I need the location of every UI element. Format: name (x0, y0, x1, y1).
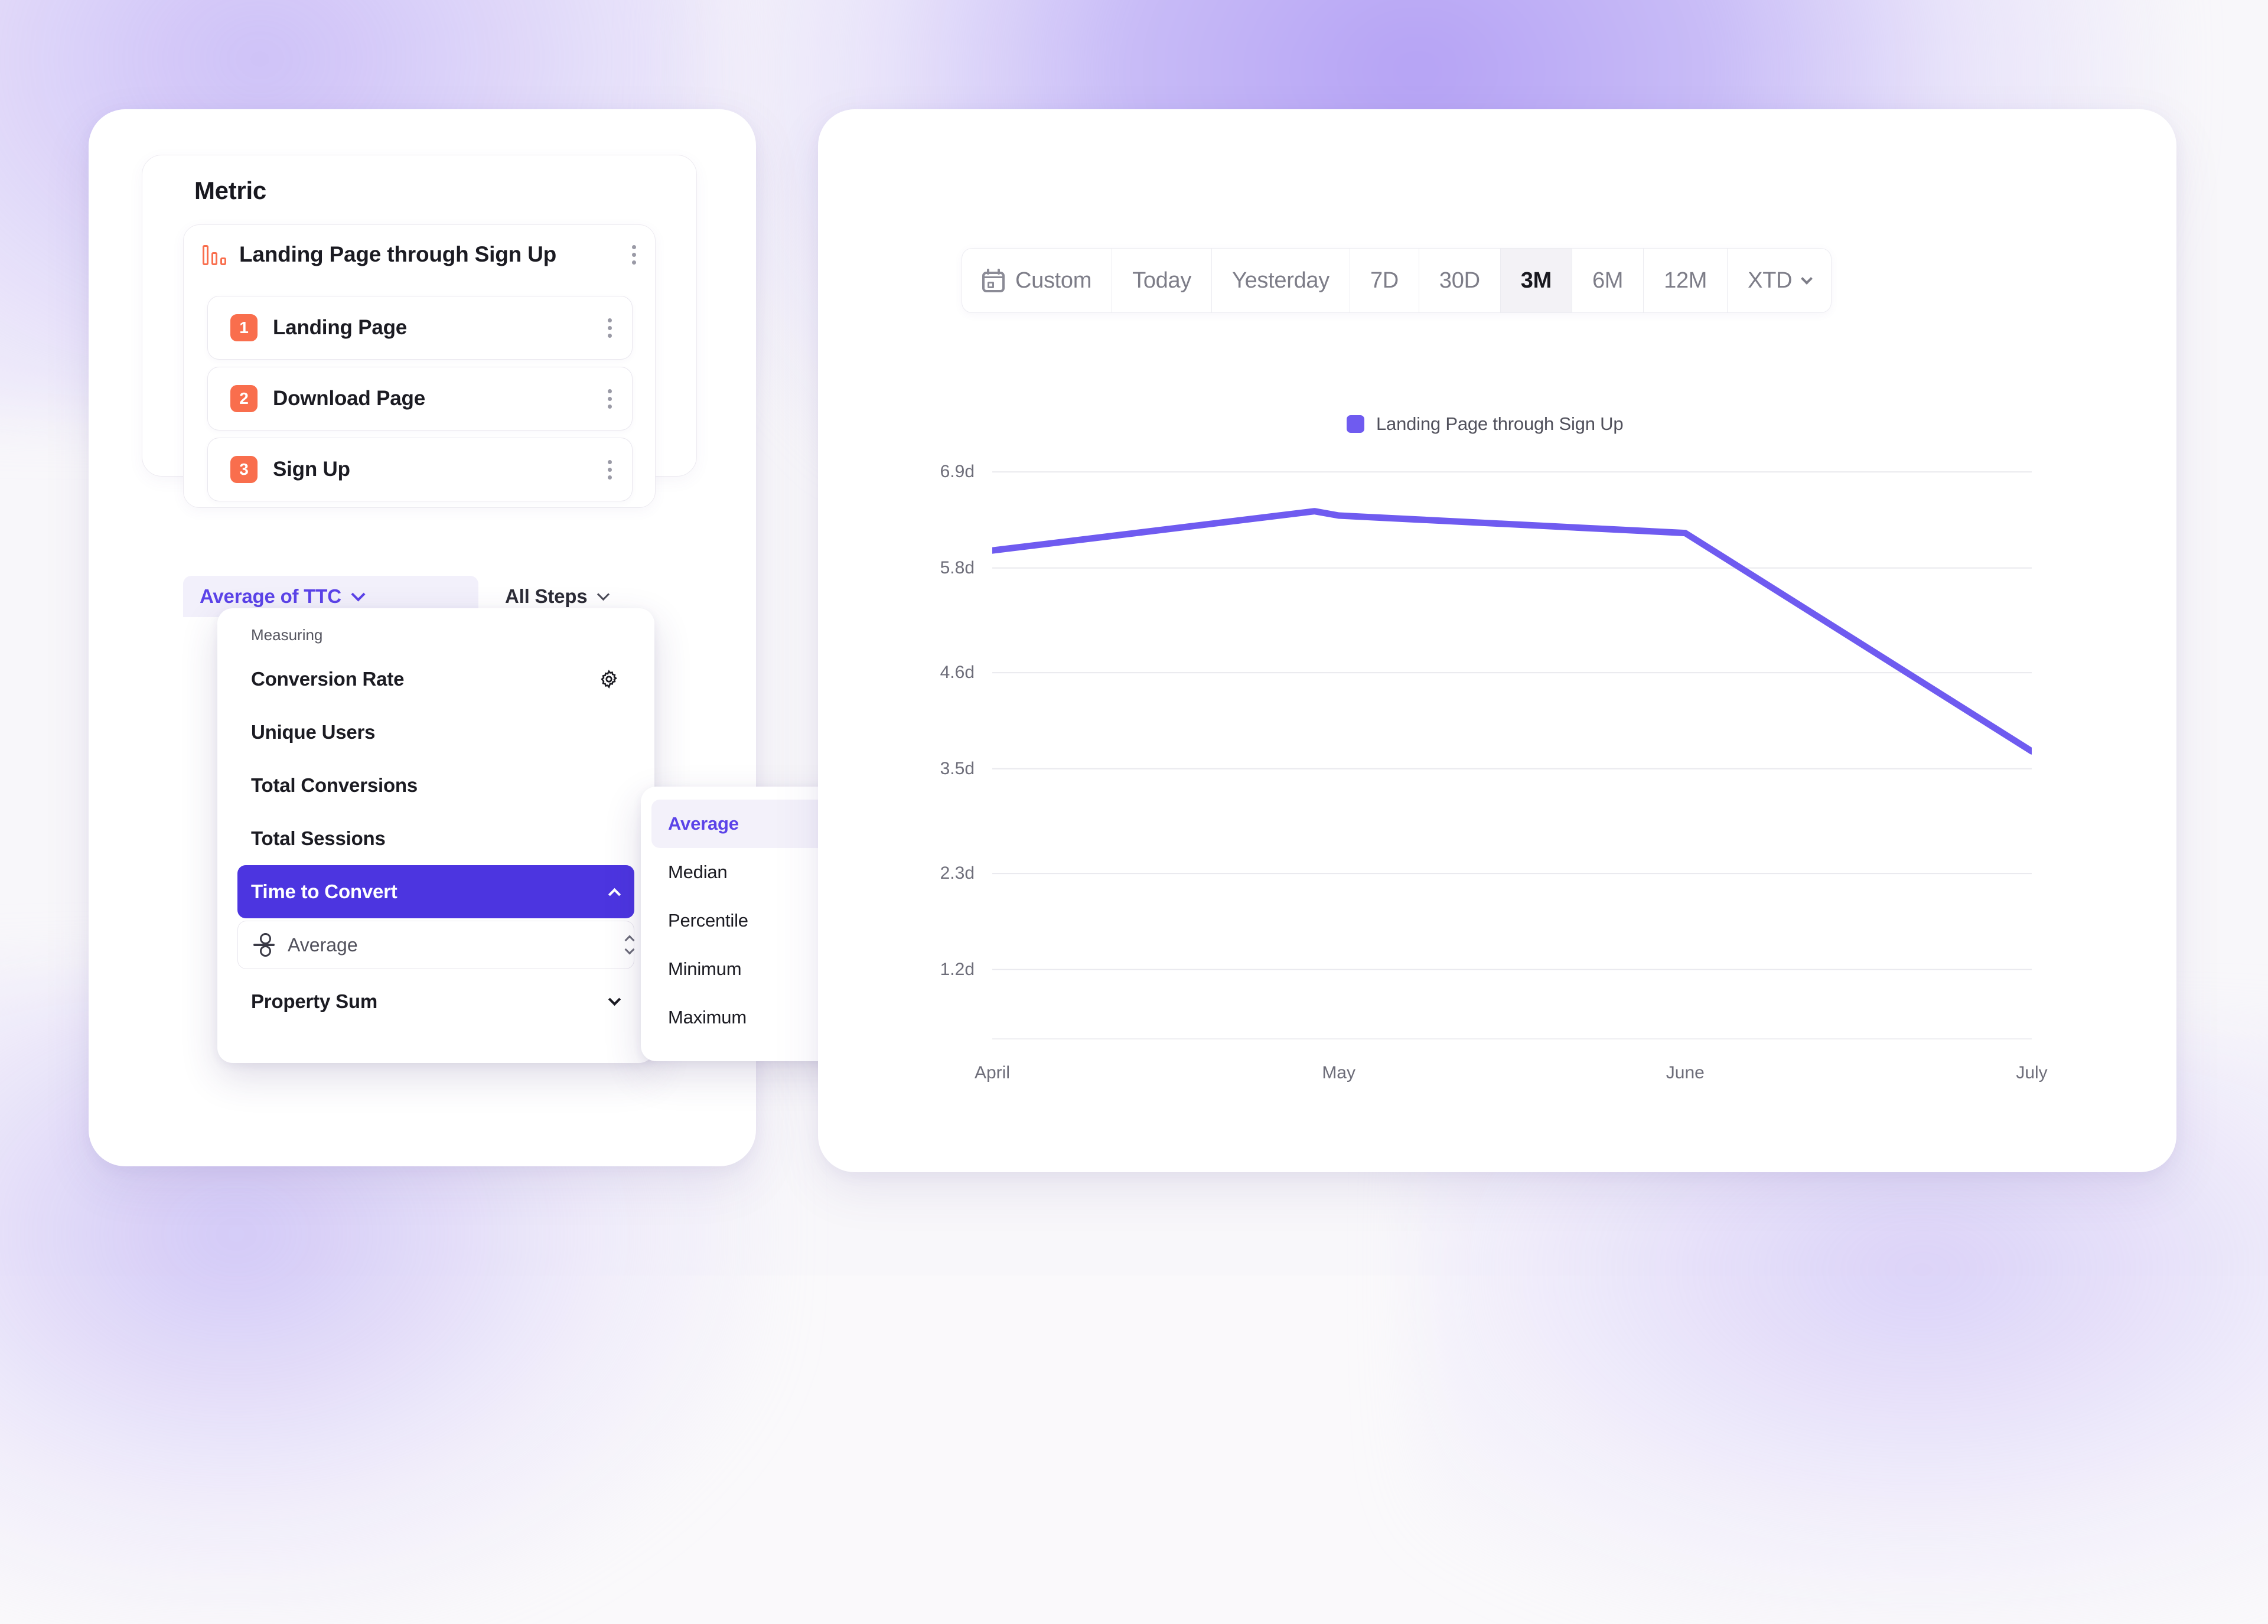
y-axis-tick-label: 3.5d (940, 758, 975, 778)
step-more-options-icon[interactable] (608, 389, 612, 409)
menu-item-label: Time to Convert (251, 881, 397, 902)
x-axis-tick-label: May (1322, 1063, 1355, 1082)
date-range-xtd[interactable]: XTD (1728, 249, 1831, 312)
up-down-chevrons-icon (624, 935, 638, 955)
steps-dropdown-trigger[interactable]: All Steps (505, 576, 610, 617)
chevron-down-icon (1801, 273, 1813, 285)
chevron-down-icon (608, 993, 621, 1009)
menu-item-property-sum[interactable]: Property Sum (237, 975, 634, 1028)
x-axis-tick-label: April (974, 1063, 1011, 1082)
date-range-yesterday[interactable]: Yesterday (1212, 249, 1350, 312)
submenu-item-label: Percentile (668, 910, 748, 931)
step-number-badge: 1 (230, 314, 258, 341)
step-more-options-icon[interactable] (608, 318, 612, 338)
submenu-item-median[interactable]: Median (651, 848, 881, 896)
date-range-custom[interactable]: Custom (962, 249, 1113, 312)
chevron-down-icon (597, 588, 610, 601)
funnel-more-options-icon[interactable] (632, 244, 636, 265)
menu-item-label: Property Sum (251, 990, 377, 1012)
date-range-toolbar: Custom Today Yesterday 7D 30D 3M 6M 12M … (962, 248, 1832, 313)
date-range-label: 6M (1592, 268, 1624, 293)
legend-color-swatch (1347, 415, 1364, 433)
menu-item-conversion-rate[interactable]: Conversion Rate (237, 653, 634, 706)
page-title: Metric (194, 177, 266, 204)
menu-item-unique-users[interactable]: Unique Users (237, 706, 634, 759)
date-range-today[interactable]: Today (1112, 249, 1213, 312)
date-range-label: 30D (1439, 268, 1480, 293)
chevron-down-icon (351, 587, 366, 602)
step-label: Sign Up (273, 458, 350, 481)
steps-dropdown-label: All Steps (505, 585, 588, 607)
date-range-6m[interactable]: 6M (1572, 249, 1644, 312)
menu-item-label: Total Conversions (251, 774, 418, 796)
measuring-dropdown-menu: Measuring Conversion Rate Unique Users T… (217, 608, 654, 1063)
gear-icon[interactable] (599, 669, 619, 689)
date-range-30d[interactable]: 30D (1419, 249, 1501, 312)
step-number-badge: 2 (230, 385, 258, 412)
date-range-label: 3M (1520, 268, 1552, 293)
menu-item-total-conversions[interactable]: Total Conversions (237, 759, 634, 812)
y-axis-tick-label: 5.8d (940, 557, 975, 578)
date-range-label: XTD (1748, 268, 1793, 293)
aggregation-select[interactable]: Average (237, 921, 635, 969)
step-row-2[interactable]: 2 Download Page (207, 367, 633, 431)
submenu-item-percentile[interactable]: Percentile (651, 896, 881, 945)
measure-dropdown-label: Average of TTC (200, 585, 341, 607)
chevron-up-icon (608, 885, 621, 901)
line-chart (989, 437, 2035, 1052)
step-label: Download Page (273, 387, 425, 410)
menu-item-total-sessions[interactable]: Total Sessions (237, 812, 634, 865)
aggregation-select-value: Average (288, 934, 358, 956)
date-range-label: 12M (1664, 268, 1707, 293)
funnel-card: Landing Page through Sign Up 1 Landing P… (183, 224, 656, 508)
date-range-label: 7D (1370, 268, 1399, 293)
step-row-1[interactable]: 1 Landing Page (207, 296, 633, 360)
menu-item-time-to-convert[interactable]: Time to Convert (237, 865, 634, 918)
date-range-7d[interactable]: 7D (1350, 249, 1419, 312)
submenu-item-label: Average (668, 813, 739, 834)
submenu-item-maximum[interactable]: Maximum (651, 993, 881, 1042)
date-range-3m[interactable]: 3M (1500, 249, 1572, 312)
menu-item-label: Total Sessions (251, 827, 386, 849)
date-range-12m[interactable]: 12M (1644, 249, 1728, 312)
date-range-label: Yesterday (1232, 268, 1329, 293)
x-axis-tick-label: June (1666, 1063, 1705, 1082)
submenu-item-label: Maximum (668, 1007, 747, 1028)
step-label: Landing Page (273, 316, 408, 339)
date-range-label: Custom (1015, 268, 1092, 293)
bar-chart-icon (203, 244, 226, 265)
step-number-badge: 3 (230, 456, 258, 483)
y-axis-tick-label: 6.9d (940, 462, 975, 482)
chart-svg (989, 471, 2035, 1052)
y-axis-tick-label: 1.2d (940, 959, 975, 979)
y-axis-tick-label: 2.3d (940, 863, 975, 883)
menu-item-label: Unique Users (251, 721, 376, 743)
submenu-item-minimum[interactable]: Minimum (651, 945, 881, 993)
menu-item-label: Conversion Rate (251, 668, 405, 690)
submenu-item-label: Minimum (668, 958, 742, 979)
date-range-label: Today (1132, 268, 1192, 293)
step-more-options-icon[interactable] (608, 459, 612, 480)
funnel-header[interactable]: Landing Page through Sign Up (184, 225, 655, 284)
x-axis-tick-label: July (2016, 1063, 2048, 1082)
funnel-name: Landing Page through Sign Up (239, 242, 557, 266)
y-axis-tick-label: 4.6d (940, 663, 975, 683)
calendar-icon (982, 269, 1005, 292)
divide-icon (253, 933, 275, 957)
chart-legend: Landing Page through Sign Up (1347, 413, 1624, 435)
dropdown-section-label: Measuring (251, 626, 323, 644)
legend-label: Landing Page through Sign Up (1376, 413, 1624, 434)
step-row-3[interactable]: 3 Sign Up (207, 438, 633, 501)
submenu-item-label: Median (668, 862, 728, 882)
